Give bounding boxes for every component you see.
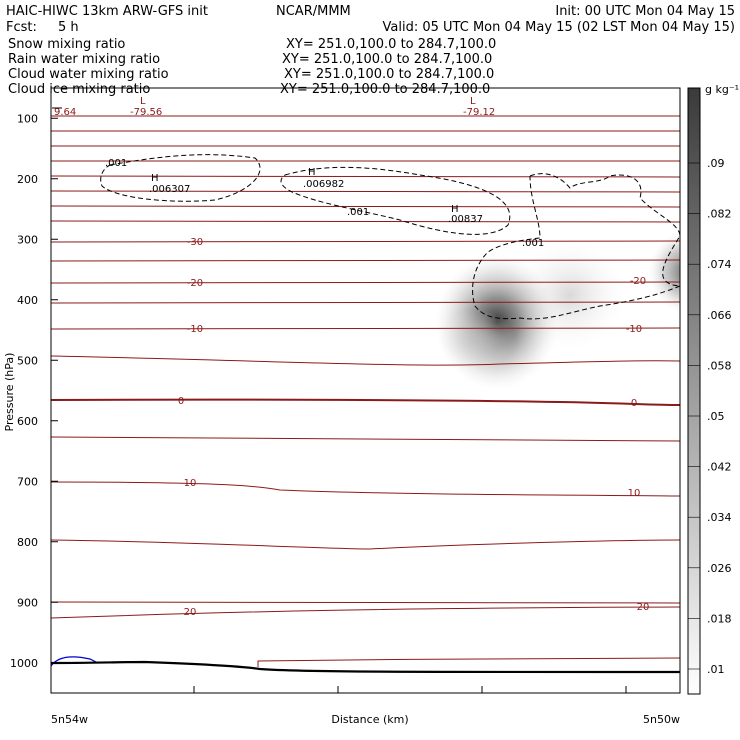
x-axis-label: Distance (km) <box>331 713 408 726</box>
snow-shading-right <box>648 231 680 313</box>
isotherm-label: 10 <box>184 478 197 489</box>
ice-max-value: .006307 <box>149 184 190 195</box>
terrain-line <box>51 660 680 674</box>
ice-max-marker: H <box>308 167 316 178</box>
field-name-cloud-water: Cloud water mixing ratio <box>8 67 169 82</box>
plot-frame <box>50 87 681 694</box>
isotherm-label: 20 <box>184 607 197 618</box>
colorbar-tick-label: .042 <box>707 461 732 474</box>
field-name-rain: Rain water mixing ratio <box>8 52 160 67</box>
cloud-water-contour <box>51 656 99 667</box>
x-tick-label-right: 5n50w <box>643 713 680 726</box>
isotherm-label: -10 <box>187 324 203 335</box>
y-tick-label: 300 <box>17 233 38 246</box>
y-tick-label: 1000 <box>10 657 38 670</box>
field-xy-cloud-ice: XY= 251.0,100.0 to 284.7,100.0 <box>280 82 490 97</box>
ice-max-value: .00837 <box>448 214 483 225</box>
low-value: -79.12 <box>463 107 495 118</box>
isotherm-label: -30 <box>187 237 203 248</box>
isotherm-label: -10 <box>626 324 642 335</box>
ice-contour-label: .001 <box>105 158 127 169</box>
ice-max-marker: H <box>451 204 459 215</box>
ice-labels: .001 .001 .001 H .006307 H .006982 H .00… <box>105 158 544 249</box>
isotherms <box>51 115 680 667</box>
field-xy-cloud-water: XY= 251.0,100.0 to 284.7,100.0 <box>284 67 494 82</box>
colorbar-ticks: .01 .018 .026 .034 .042 .05 .058 .066 .074 .082 .0… <box>688 157 732 676</box>
snow-shading-edge <box>436 310 516 370</box>
ice-contour-label: .001 <box>347 207 369 218</box>
colorbar-tick-label: .082 <box>707 208 732 221</box>
extreme-value: 9.64 <box>54 107 76 118</box>
y-tick-label: 700 <box>17 475 38 488</box>
ice-max-marker: H <box>151 173 159 184</box>
ice-contours <box>100 154 680 320</box>
colorbar-tick-label: .026 <box>707 562 732 575</box>
valid-time: Valid: 05 UTC Mon 04 May 15 (02 LST Mon … <box>383 20 735 35</box>
isotherm-label: -20 <box>187 278 203 289</box>
y-tick-label: 600 <box>17 415 38 428</box>
init-time: Init: 00 UTC Mon 04 May 15 <box>555 4 735 19</box>
y-tick-label: 200 <box>17 173 38 186</box>
isotherm-label: 20 <box>637 602 650 613</box>
forecast-label: Fcst: <box>6 20 37 35</box>
y-tick-label: 100 <box>17 112 38 125</box>
isotherm-labels: -30 -20 -20 -10 -10 0 0 10 10 20 20 <box>178 237 650 618</box>
field-name-cloud-ice: Cloud ice mixing ratio <box>8 82 150 97</box>
y-axis-label: Pressure (hPa) <box>3 353 16 432</box>
isotherm-label: 0 <box>178 396 184 407</box>
colorbar-tick-label: .058 <box>707 359 732 372</box>
colorbar <box>687 87 701 695</box>
isotherm-label: -20 <box>630 276 646 287</box>
y-tick-label: 400 <box>17 294 38 307</box>
colorbar-tick-label: .01 <box>707 663 725 676</box>
low-value: -79.56 <box>130 107 162 118</box>
colorbar-tick-label: .034 <box>707 511 732 524</box>
isotherm-label: 0 <box>631 398 637 409</box>
colorbar-tick-label: .066 <box>707 309 732 322</box>
x-tick-label-left: 5n54w <box>51 713 88 726</box>
colorbar-unit: g kg⁻¹ <box>705 83 739 96</box>
x-axis: 5n54w 5n50w Distance (km) <box>51 686 680 726</box>
y-axis: 100 200 300 400 500 600 700 800 900 1000 <box>10 112 58 670</box>
low-marker: L <box>470 96 476 107</box>
colorbar-tick-label: .074 <box>707 258 732 271</box>
field-xy-rain: XY= 251.0,100.0 to 284.7,100.0 <box>282 52 492 67</box>
colorbar-tick-label: .05 <box>707 410 725 423</box>
isotherm-label: 10 <box>628 488 641 499</box>
model-title: HAIC-HIWC 13km ARW-GFS init <box>6 4 208 19</box>
low-marker: L <box>140 96 146 107</box>
ice-max-value: .006982 <box>303 179 344 190</box>
y-tick-label: 800 <box>17 536 38 549</box>
org-label: NCAR/MMM <box>276 4 351 19</box>
y-tick-label: 900 <box>17 596 38 609</box>
ice-contour-label: .001 <box>522 238 544 249</box>
field-name-snow: Snow mixing ratio <box>8 37 125 52</box>
field-xy-snow: XY= 251.0,100.0 to 284.7,100.0 <box>286 37 496 52</box>
colorbar-tick-label: .09 <box>707 157 725 170</box>
y-tick-label: 500 <box>17 354 38 367</box>
colorbar-tick-label: .018 <box>707 612 732 625</box>
forecast-hour: 5 h <box>58 20 79 35</box>
extrema-labels: L -79.56 L -79.12 9.64 <box>54 96 495 118</box>
